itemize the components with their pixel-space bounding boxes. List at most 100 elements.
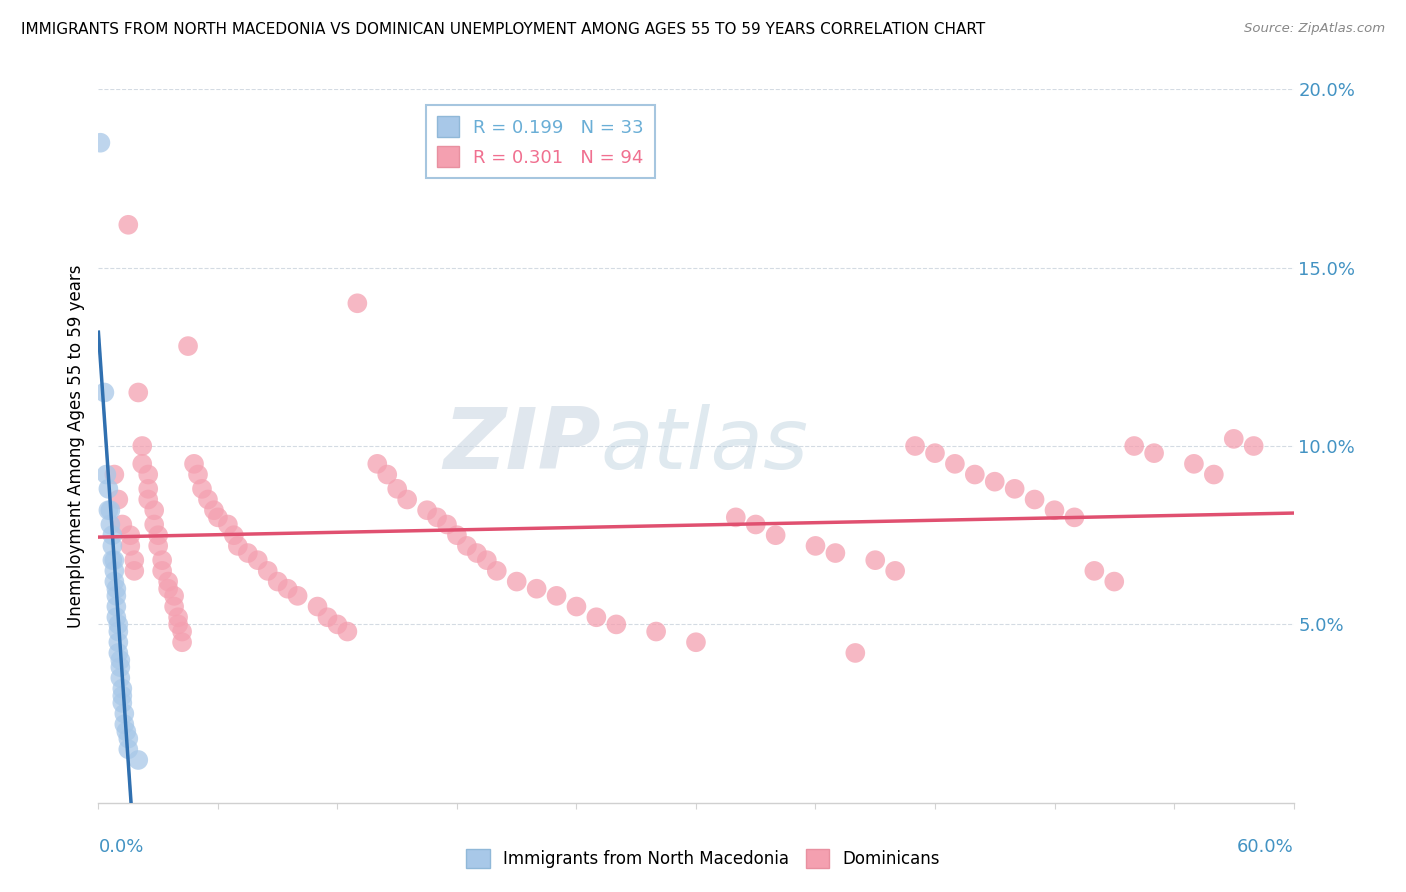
Point: [865, 553, 887, 567]
Point: [103, 574, 125, 589]
Point: [984, 475, 1007, 489]
Point: [117, 742, 139, 756]
Point: [107, 635, 129, 649]
Point: [307, 599, 329, 614]
Point: [105, 582, 128, 596]
Point: [111, 681, 134, 696]
Point: [506, 574, 529, 589]
Point: [1104, 574, 1126, 589]
Point: [1123, 439, 1146, 453]
Point: [111, 696, 134, 710]
Point: [585, 610, 607, 624]
Point: [112, 717, 135, 731]
Point: [101, 528, 124, 542]
Point: [163, 599, 186, 614]
Point: [96, 467, 118, 482]
Point: [217, 517, 239, 532]
Point: [89, 136, 111, 150]
Legend: Immigrants from North Macedonia, Dominicans: Immigrants from North Macedonia, Dominic…: [460, 842, 946, 875]
Point: [103, 553, 125, 567]
Point: [131, 457, 153, 471]
Point: [943, 457, 966, 471]
Point: [136, 492, 159, 507]
Point: [167, 610, 190, 624]
Point: [375, 467, 398, 482]
Text: atlas: atlas: [600, 404, 808, 488]
Point: [202, 503, 225, 517]
Point: [177, 339, 200, 353]
Point: [97, 503, 120, 517]
Point: [246, 553, 269, 567]
Point: [110, 653, 132, 667]
Point: [1182, 457, 1205, 471]
Point: [105, 599, 128, 614]
Point: [107, 617, 129, 632]
Legend: R = 0.199   N = 33, R = 0.301   N = 94: R = 0.199 N = 33, R = 0.301 N = 94: [426, 105, 655, 178]
Point: [645, 624, 668, 639]
Point: [120, 528, 142, 542]
Point: [101, 539, 124, 553]
Point: [124, 564, 146, 578]
Point: [904, 439, 927, 453]
Point: [396, 492, 419, 507]
Point: [366, 457, 388, 471]
Point: [1202, 467, 1225, 482]
Point: [98, 517, 122, 532]
Point: [143, 503, 166, 517]
Point: [844, 646, 866, 660]
Point: [804, 539, 827, 553]
Point: [426, 510, 449, 524]
Point: [191, 482, 214, 496]
Point: [117, 218, 139, 232]
Point: [103, 467, 125, 482]
Point: [111, 517, 134, 532]
Point: [107, 492, 129, 507]
Point: [724, 510, 747, 524]
Point: [475, 553, 498, 567]
Point: [326, 617, 349, 632]
Point: [1063, 510, 1085, 524]
Point: [256, 564, 278, 578]
Point: [336, 624, 359, 639]
Point: [120, 539, 142, 553]
Point: [167, 617, 190, 632]
Point: [127, 385, 149, 400]
Point: [1004, 482, 1026, 496]
Point: [117, 731, 139, 746]
Point: [385, 482, 409, 496]
Point: [1223, 432, 1246, 446]
Point: [150, 564, 173, 578]
Point: [1243, 439, 1265, 453]
Point: [136, 482, 159, 496]
Point: [150, 553, 173, 567]
Point: [105, 589, 128, 603]
Point: [465, 546, 488, 560]
Point: [685, 635, 707, 649]
Text: 60.0%: 60.0%: [1237, 838, 1294, 856]
Point: [765, 528, 787, 542]
Text: 0.0%: 0.0%: [98, 838, 143, 856]
Point: [105, 610, 128, 624]
Point: [172, 635, 194, 649]
Point: [346, 296, 368, 310]
Point: [416, 503, 439, 517]
Point: [172, 624, 194, 639]
Point: [1143, 446, 1166, 460]
Point: [316, 610, 339, 624]
Point: [157, 574, 180, 589]
Point: [143, 517, 166, 532]
Point: [103, 564, 125, 578]
Point: [287, 589, 309, 603]
Point: [963, 467, 986, 482]
Point: [93, 385, 115, 400]
Point: [112, 706, 135, 721]
Point: [565, 599, 588, 614]
Point: [124, 553, 146, 567]
Point: [110, 671, 132, 685]
Text: IMMIGRANTS FROM NORTH MACEDONIA VS DOMINICAN UNEMPLOYMENT AMONG AGES 55 TO 59 YE: IMMIGRANTS FROM NORTH MACEDONIA VS DOMIN…: [21, 22, 986, 37]
Point: [1043, 503, 1066, 517]
Point: [446, 528, 468, 542]
Point: [267, 574, 290, 589]
Point: [824, 546, 846, 560]
Point: [148, 539, 170, 553]
